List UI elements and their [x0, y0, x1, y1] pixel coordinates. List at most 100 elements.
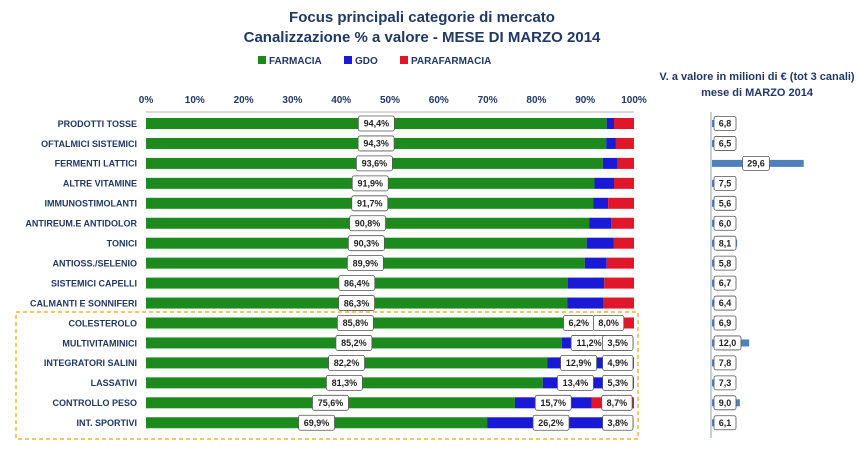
side-value-label: 6,5: [719, 139, 732, 149]
bar-gdo: [602, 157, 618, 169]
farmacia-value-label-box: [351, 175, 389, 192]
farmacia-value-label-box: [312, 394, 349, 411]
bar-gdo: [593, 197, 609, 209]
farmacia-value-label: 89,9%: [353, 258, 379, 268]
side-value-label-box: [713, 275, 737, 291]
parafarmacia-value-label-box: [601, 394, 633, 411]
farmacia-value-label: 82,2%: [334, 358, 360, 368]
side-value-label-box: [713, 175, 737, 191]
farmacia-value-label: 75,6%: [318, 398, 344, 408]
gdo-value-label-box: [557, 374, 594, 391]
parafarmacia-value-label: 3,5%: [608, 338, 629, 348]
category-label: ANTIREUM.E ANTIDOLOR: [25, 219, 137, 229]
side-value-label-box: [713, 375, 737, 391]
bar-parafarmacia: [608, 197, 634, 209]
farmacia-value-label-box: [349, 215, 386, 232]
x-tick-label: 80%: [526, 95, 546, 106]
x-tick-label: 60%: [429, 95, 449, 106]
side-value-label: 6,9: [719, 318, 732, 328]
gdo-value-label: 12,9%: [566, 358, 592, 368]
category-label: MULTIVITAMINICI: [62, 338, 137, 348]
side-value-label-box: [742, 155, 770, 171]
side-value-label-box: [713, 395, 737, 411]
x-tick-label: 30%: [282, 95, 302, 106]
legend-label-2: PARAFARMACIA: [411, 56, 491, 67]
side-value-label-box: [713, 235, 737, 251]
category-label: ALTRE VITAMINE: [63, 179, 137, 189]
legend-label-0: FARMACIA: [269, 56, 322, 67]
parafarmacia-value-label-box: [602, 354, 634, 371]
side-value-label-box: [713, 315, 737, 331]
parafarmacia-value-label: 8,7%: [607, 398, 628, 408]
parafarmacia-value-label: 8,0%: [598, 318, 619, 328]
farmacia-value-label: 94,3%: [363, 139, 389, 149]
x-tick-label: 40%: [331, 95, 351, 106]
farmacia-value-label: 86,4%: [344, 278, 370, 288]
category-label: IMMUNOSTIMOLANTI: [45, 199, 138, 209]
farmacia-value-label: 91,9%: [357, 179, 383, 189]
category-label: OFTALMICI SISTEMICI: [41, 139, 137, 149]
category-label: INT. SPORTIVI: [76, 418, 137, 428]
bar-parafarmacia: [603, 297, 634, 309]
highlight-box: [15, 311, 639, 440]
category-label: ANTIOSS./SELENIO: [52, 258, 137, 268]
side-value-label: 7,3: [719, 378, 732, 388]
bar-gdo: [567, 297, 604, 309]
farmacia-value-label: 69,9%: [304, 418, 330, 428]
farmacia-value-label-box: [325, 374, 363, 391]
bar-parafarmacia: [613, 237, 634, 249]
category-label: CALMANTI E SONNIFERI: [30, 298, 137, 308]
side-value-label-box: [713, 335, 742, 351]
side-value-label-box: [713, 415, 737, 431]
side-value-label: 6,4: [719, 298, 732, 308]
side-value-label: 29,6: [747, 159, 765, 169]
bar-gdo: [586, 237, 614, 249]
bar-parafarmacia: [613, 118, 634, 129]
bar-gdo: [594, 177, 614, 189]
x-tick-label: 100%: [621, 95, 647, 106]
farmacia-value-label-box: [347, 235, 385, 252]
side-chart-title-line2: mese di MARZO 2014: [701, 87, 814, 99]
side-value-label: 6,7: [719, 278, 732, 288]
side-value-label-box: [713, 355, 737, 371]
parafarmacia-value-label: 3,8%: [608, 418, 629, 428]
category-label: SISTEMICI CAPELLI: [51, 278, 137, 288]
category-label: CONTROLLO PESO: [52, 398, 137, 408]
legend-label-1: GDO: [355, 56, 378, 67]
farmacia-value-label-box: [298, 414, 335, 431]
side-value-label-box: [713, 195, 737, 211]
parafarmacia-value-label-box: [593, 315, 625, 331]
farmacia-value-label-box: [336, 315, 374, 331]
farmacia-value-label-box: [338, 275, 376, 292]
side-value-bars: 6,8 6,5 29,6 7,5 5,6 6,0 8,1 5,8 6,7 6,4 6,9 12,0 7,…: [712, 116, 804, 431]
x-tick-label: 0%: [139, 95, 154, 106]
category-label: PRODOTTI TOSSE: [58, 119, 137, 129]
bar-parafarmacia: [615, 137, 634, 149]
parafarmacia-value-label-box: [602, 374, 634, 391]
farmacia-value-label: 94,4%: [364, 119, 390, 129]
bar-parafarmacia: [606, 257, 634, 269]
farmacia-value-label-box: [346, 255, 384, 272]
bar-parafarmacia: [611, 217, 634, 229]
gdo-value-label: 11,2%: [577, 338, 602, 348]
x-tick-label: 50%: [380, 95, 400, 106]
side-chart-title-line1: V. a valore in milioni di € (tot 3 canal…: [659, 71, 855, 83]
x-tick-label: 10%: [185, 95, 205, 106]
farmacia-value-label-box: [335, 335, 373, 351]
farmacia-value-label: 81,3%: [332, 378, 358, 388]
bar-parafarmacia: [613, 177, 634, 189]
side-value-label: 6,0: [719, 218, 732, 228]
stacked-bars: 94,4% 94,3% 93,6% 91,9% 91,7% 90,8% 90,3% 89,9%…: [146, 115, 634, 431]
side-value-label: 12,0: [719, 338, 737, 348]
side-value-label: 5,6: [719, 198, 732, 208]
farmacia-value-label: 85,2%: [341, 338, 367, 348]
side-value-label: 6,1: [719, 418, 732, 428]
bar-parafarmacia: [604, 277, 634, 289]
gdo-value-label-box: [560, 354, 598, 371]
side-value-label-box: [713, 255, 737, 271]
side-value-label: 7,8: [719, 358, 732, 368]
side-value-label-box: [713, 136, 737, 151]
farmacia-value-label-box: [328, 354, 365, 371]
bar-gdo: [606, 137, 616, 149]
farmacia-value-label: 93,6%: [362, 159, 388, 169]
